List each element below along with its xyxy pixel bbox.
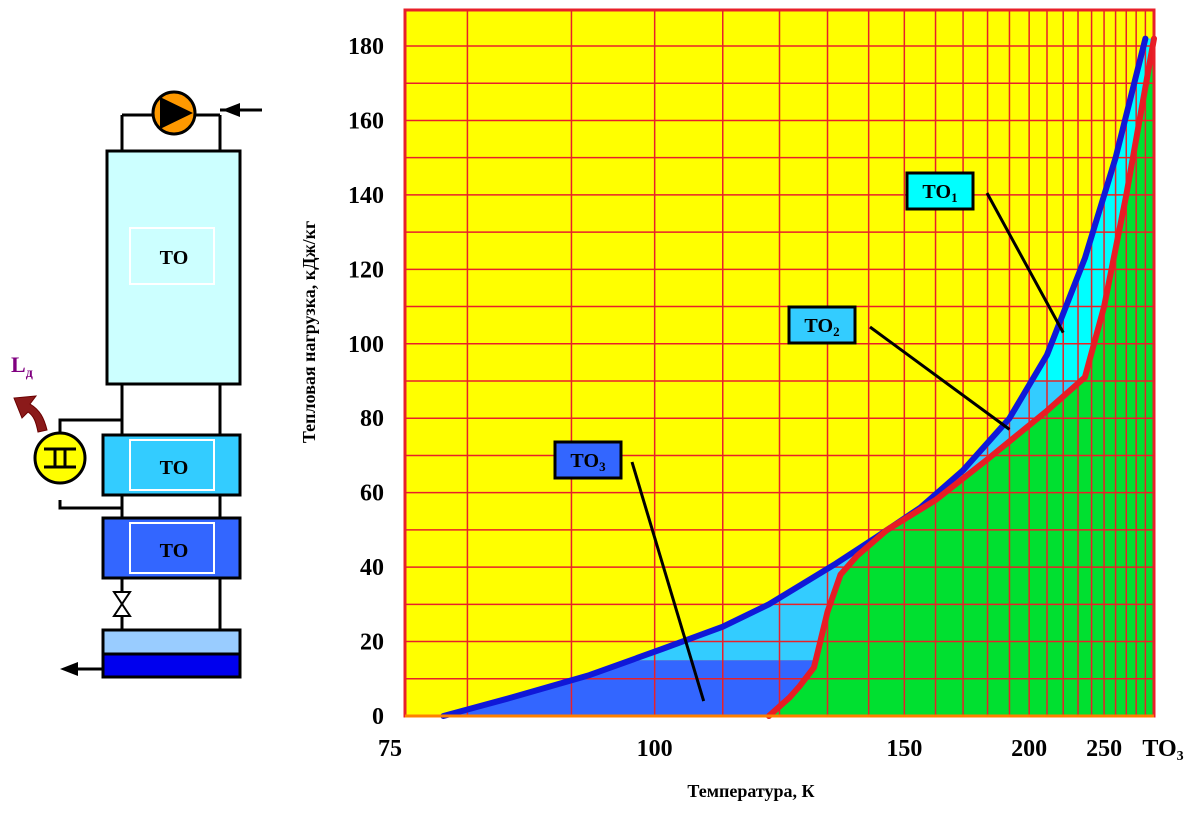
region-cold-stream — [768, 10, 1154, 716]
process-diagram: ТО ТО ТО Lд — [11, 90, 262, 679]
hx2-label: ТО — [160, 457, 189, 479]
x-extra-label: ТО3 — [1142, 736, 1183, 764]
annotation-leader — [630, 461, 706, 702]
heat-exchanger-3: ТО — [101, 516, 242, 580]
hx3-label: ТО — [160, 540, 189, 562]
annotation-label: ТО3 — [570, 450, 606, 474]
tank-icon — [101, 628, 242, 679]
annotation-label: ТО2 — [804, 315, 839, 339]
valve-icon — [112, 591, 132, 617]
annotation-label: ТО1 — [922, 181, 957, 205]
x-tick-label: 75 — [378, 736, 402, 762]
hx1-label: ТО — [160, 247, 189, 269]
y-tick-label: 80 — [360, 406, 384, 432]
x-tick-label: 100 — [637, 736, 673, 762]
y-axis-label: Тепловая нагрузка, кДж/кг — [299, 221, 319, 443]
y-tick-labels: 0 20 40 60 80 100 120 140 160 180 — [348, 34, 384, 730]
cold-composite-curve — [765, 35, 1157, 719]
y-tick-label: 160 — [348, 108, 384, 134]
pump-icon — [151, 90, 197, 136]
chart-annotations: ТО1 ТО2 ТО3 — [553, 171, 1065, 702]
annotation-box — [905, 171, 975, 211]
hot-composite-curve — [440, 35, 1149, 719]
x-tick-label: 150 — [886, 736, 922, 762]
annotation-leader — [869, 325, 1011, 431]
y-tick-label: 20 — [360, 630, 384, 656]
outlet-arrow-icon — [60, 662, 103, 676]
heat-exchanger-1: ТО — [105, 149, 242, 386]
annotation-box — [787, 305, 857, 345]
y-tick-label: 100 — [348, 332, 384, 358]
chart-curves — [440, 35, 1157, 719]
inlet-arrow-icon — [222, 103, 240, 117]
x-axis-label: Температура, К — [687, 781, 814, 801]
annotation-box — [553, 440, 623, 480]
x-tick-label: 250 — [1086, 736, 1122, 762]
annotation-leader — [985, 192, 1065, 334]
work-label: Lд — [11, 352, 33, 381]
expander-icon — [33, 431, 87, 485]
y-tick-label: 140 — [348, 183, 384, 209]
heat-exchanger-2: ТО — [101, 433, 242, 497]
chart-grid — [405, 10, 1154, 717]
y-tick-label: 120 — [348, 257, 384, 283]
work-arrow-icon — [13, 395, 48, 433]
y-tick-label: 40 — [360, 555, 384, 581]
y-tick-label: 180 — [348, 34, 384, 60]
y-tick-label: 60 — [360, 481, 384, 507]
x-tick-labels: 75 100 150 200 250 — [378, 736, 1122, 762]
x-tick-label: 200 — [1011, 736, 1047, 762]
y-tick-label: 0 — [372, 704, 384, 730]
